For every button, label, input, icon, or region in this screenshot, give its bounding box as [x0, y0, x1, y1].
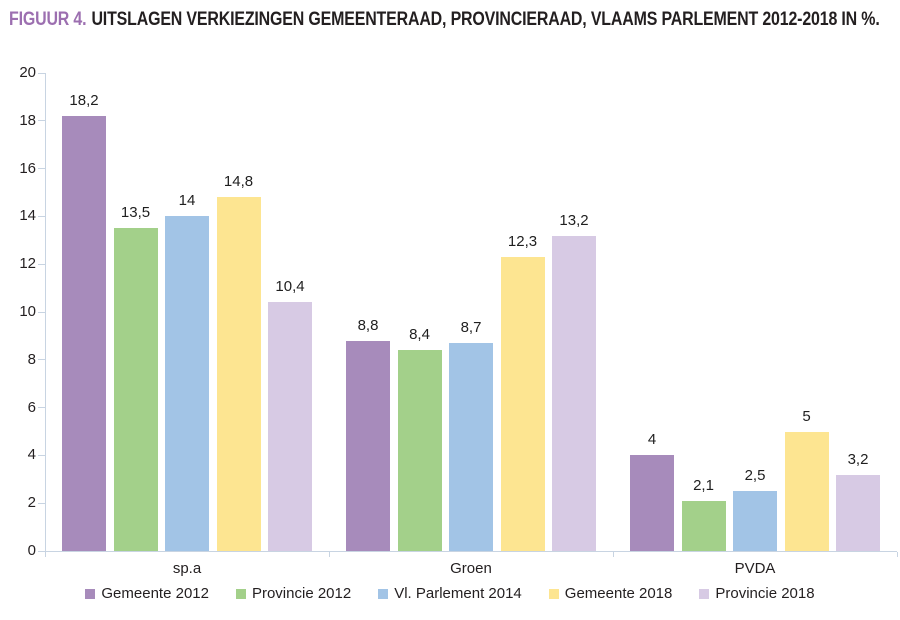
- y-axis-tick-label: 12: [19, 255, 36, 273]
- bar-PVDA-gemeente-2018: [784, 431, 829, 551]
- bar-sp.a-provincie-2018: [268, 302, 312, 551]
- figure-title-prefix: FIGUUR 4.: [9, 9, 87, 30]
- bar-value-label: 13,2: [559, 211, 589, 229]
- y-axis-tick-mark: [38, 168, 45, 170]
- y-axis-tick-mark: [38, 120, 45, 122]
- bar-PVDA-vl-parlement-2014: [733, 491, 777, 551]
- bar-value-label: 12,3: [507, 233, 538, 251]
- bar-PVDA-gemeente-2012: [630, 455, 674, 551]
- bar-sp.a-gemeente-2018: [216, 197, 261, 551]
- y-axis-tick-label: 4: [27, 446, 36, 464]
- category-label-groen: Groen: [450, 560, 492, 577]
- y-axis-tick-mark: [38, 72, 45, 74]
- y-axis-tick-label: 0: [27, 542, 36, 559]
- x-axis-boundary-tick: [897, 552, 898, 557]
- x-axis-boundary-tick: [613, 552, 614, 557]
- legend-swatch-icon: [85, 589, 96, 599]
- category-label-pvda: PVDA: [734, 560, 776, 577]
- bar-PVDA-provincie-2018: [836, 474, 880, 551]
- category-label-sp-a: sp.a: [172, 560, 202, 577]
- y-axis-tick-mark: [38, 263, 45, 265]
- legend-label: Provincie 2012: [251, 585, 352, 602]
- bar-sp.a-vl-parlement-2014: [165, 216, 209, 551]
- legend-swatch-icon: [548, 589, 559, 599]
- legend-label: Gemeente 2018: [564, 585, 673, 602]
- bar-value-label: 2,1: [693, 476, 714, 494]
- legend-label: Provincie 2018: [715, 585, 815, 602]
- bar-value-label: 13,5: [120, 204, 151, 222]
- y-axis-tick-mark: [38, 215, 45, 217]
- bar-value-label: 14,8: [223, 173, 254, 191]
- y-axis-tick-mark: [38, 407, 45, 409]
- legend-item-gemeente-2018: Gemeente 2018: [548, 585, 673, 603]
- bar-value-label: 5: [802, 407, 811, 425]
- chart-legend: Gemeente 2012 Provincie 2012 Vl. Parlement…: [0, 585, 900, 603]
- bar-Groen-gemeente-2012: [346, 340, 390, 551]
- legend-swatch-icon: [378, 589, 389, 599]
- bar-value-label: 18,2: [69, 92, 99, 110]
- legend-label: Gemeente 2012: [101, 585, 209, 602]
- bar-sp.a-gemeente-2012: [62, 116, 106, 551]
- legend-label: Vl. Parlement 2014: [394, 585, 522, 602]
- bar-value-label: 8,7: [460, 319, 482, 337]
- bar-Groen-gemeente-2018: [500, 257, 545, 551]
- y-axis-tick-label: 8: [27, 350, 36, 368]
- figure-title: FIGUUR 4. UITSLAGEN VERKIEZINGEN GEMEENTE…: [9, 9, 880, 31]
- figure-title-text: UITSLAGEN VERKIEZINGEN GEMEENTERAAD, PRO…: [91, 9, 880, 30]
- x-axis-boundary-tick: [329, 552, 330, 557]
- bar-value-label: 3,2: [847, 450, 869, 468]
- bar-Groen-provincie-2018: [552, 235, 596, 551]
- legend-item-gemeente-2012: Gemeente 2012: [85, 585, 209, 603]
- bar-value-label: 2,5: [744, 467, 766, 485]
- y-axis-tick-mark: [38, 550, 45, 552]
- legend-item-vl-parlement-2014: Vl. Parlement 2014: [378, 585, 522, 603]
- x-axis-boundary-tick: [45, 552, 46, 557]
- bar-value-label: 4: [647, 431, 657, 449]
- legend-item-provincie-2018: Provincie 2018: [699, 585, 815, 603]
- y-axis-tick-mark: [38, 359, 45, 361]
- bar-sp.a-provincie-2012: [113, 228, 158, 551]
- bar-value-label: 10,4: [275, 278, 305, 296]
- y-axis-line: [45, 73, 46, 551]
- legend-swatch-icon: [235, 589, 246, 599]
- bar-value-label: 8,4: [409, 326, 430, 344]
- y-axis-tick-mark: [38, 311, 45, 313]
- y-axis-tick-mark: [38, 502, 45, 504]
- bar-value-label: 8,8: [357, 316, 379, 334]
- y-axis-tick-label: 10: [19, 303, 36, 320]
- bar-Groen-provincie-2012: [397, 350, 442, 551]
- legend-item-provincie-2012: Provincie 2012: [235, 585, 352, 603]
- x-axis-line: [45, 551, 897, 552]
- y-axis-tick-label: 6: [27, 398, 36, 416]
- y-axis-tick-mark: [38, 454, 45, 456]
- y-axis-tick-label: 20: [19, 64, 36, 81]
- legend-swatch-icon: [699, 589, 710, 599]
- y-axis-tick-label: 2: [27, 494, 36, 512]
- y-axis-tick-label: 18: [19, 111, 36, 129]
- y-axis-tick-label: 14: [19, 207, 36, 225]
- bar-value-label: 14: [178, 192, 196, 210]
- bar-PVDA-provincie-2012: [681, 500, 726, 551]
- bar-Groen-vl-parlement-2014: [449, 343, 493, 551]
- y-axis-tick-label: 16: [19, 159, 36, 177]
